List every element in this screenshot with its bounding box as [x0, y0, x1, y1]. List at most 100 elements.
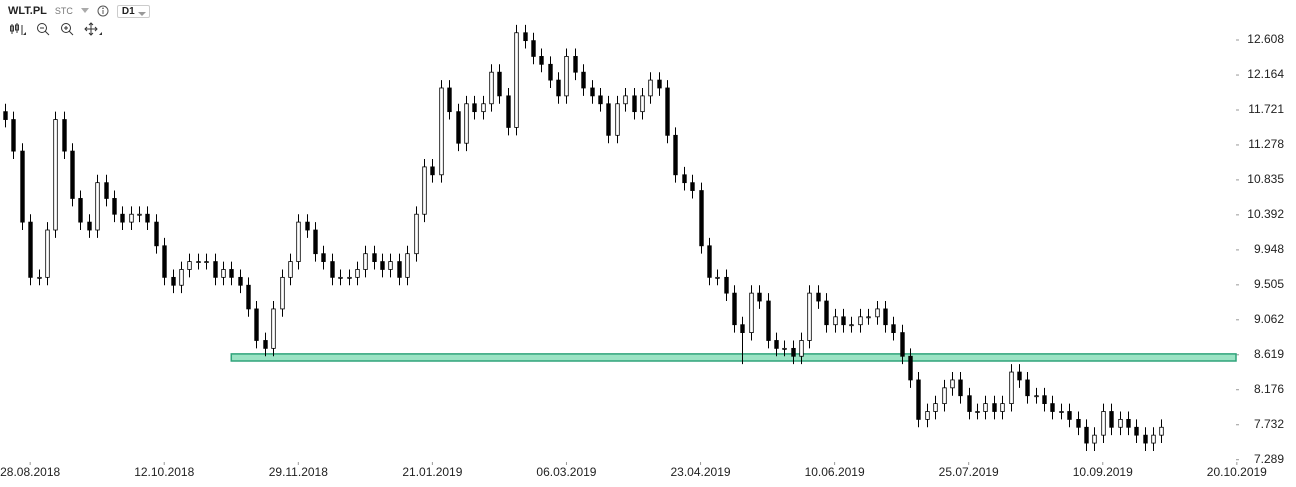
candle-body — [196, 261, 201, 263]
candle — [1101, 403, 1106, 444]
candle — [598, 87, 603, 112]
candle — [665, 80, 670, 144]
candle-body — [456, 111, 461, 144]
candle — [271, 301, 276, 357]
candle-body — [556, 79, 561, 97]
candle-body — [891, 324, 896, 333]
candle-body — [958, 379, 963, 397]
candle-body — [1067, 411, 1072, 420]
pan-tool[interactable] — [84, 22, 102, 36]
candle-body — [1009, 371, 1014, 405]
x-tick-label: 21.01.2019 — [402, 465, 462, 479]
candle — [62, 111, 67, 159]
candle-body — [321, 253, 326, 262]
candle-body — [53, 119, 58, 231]
candle — [782, 340, 787, 357]
candle-body — [690, 182, 695, 191]
candle — [1084, 419, 1089, 451]
candle — [858, 308, 863, 333]
zoom-out-tool[interactable] — [37, 23, 50, 36]
candle — [514, 24, 519, 136]
candle-body — [221, 269, 226, 278]
candle-body — [45, 229, 50, 278]
candle — [1000, 395, 1005, 420]
candle — [766, 293, 771, 349]
candle — [213, 253, 218, 286]
candle — [3, 103, 8, 128]
y-tick-label: 9.948 — [1254, 242, 1284, 256]
candle-body — [305, 221, 310, 231]
candle — [321, 245, 326, 270]
candle — [606, 95, 611, 144]
candle — [749, 285, 754, 341]
candle-body — [967, 395, 972, 412]
candle — [1092, 427, 1097, 451]
candle-body — [950, 379, 955, 389]
candle — [556, 72, 561, 104]
candle-body — [1151, 434, 1156, 444]
candle-body — [204, 261, 209, 263]
candle-body — [648, 79, 653, 97]
candle — [187, 253, 192, 278]
candle — [900, 324, 905, 365]
candle-body — [732, 292, 737, 326]
candle-body — [1143, 434, 1148, 444]
candle-body — [87, 221, 92, 231]
candle — [732, 285, 737, 333]
candle — [112, 190, 117, 223]
timeframe[interactable]: D1 — [116, 4, 150, 18]
candle-body — [824, 300, 829, 326]
x-tick-label: 23.04.2019 — [671, 465, 731, 479]
candle — [481, 95, 486, 120]
candle-body — [1109, 411, 1114, 428]
candle-body — [62, 119, 67, 152]
candle-body — [875, 308, 880, 318]
candle — [1143, 427, 1148, 451]
candle — [447, 80, 452, 120]
chart-type-tool[interactable] — [10, 23, 27, 35]
candle-body — [481, 103, 486, 113]
candle-body — [1134, 426, 1139, 436]
candle — [1151, 427, 1156, 451]
candle-body — [699, 190, 704, 247]
candle — [196, 253, 201, 270]
candle — [472, 95, 477, 120]
candle-body — [799, 340, 804, 357]
source[interactable]: STC — [54, 6, 73, 16]
candle-body — [95, 182, 100, 231]
candle — [422, 158, 427, 223]
candle-body — [908, 355, 913, 381]
symbol[interactable]: WLT.PL — [8, 5, 47, 17]
info-icon[interactable] — [97, 5, 109, 17]
candle-body — [1076, 418, 1081, 428]
candle — [137, 206, 142, 223]
source-dropdown[interactable] — [80, 8, 89, 14]
candle — [632, 87, 637, 120]
candle-body — [925, 411, 930, 420]
candle — [816, 285, 821, 309]
candle-body — [766, 300, 771, 341]
candle-body — [238, 276, 243, 286]
candle — [305, 214, 310, 238]
candle — [70, 143, 75, 207]
candle-body — [816, 292, 821, 302]
candle-body — [782, 347, 787, 350]
candle-body — [598, 95, 603, 105]
candle-body — [590, 87, 595, 97]
candle-body — [229, 269, 234, 278]
zoom-in-tool[interactable] — [61, 23, 74, 36]
candle-body — [280, 276, 285, 310]
candle — [1126, 411, 1131, 436]
candle-body — [70, 150, 75, 199]
candle-body — [1025, 379, 1030, 397]
candle-body — [112, 198, 117, 215]
candle-body — [296, 221, 301, 262]
candle — [673, 127, 678, 183]
candle-body — [405, 253, 410, 278]
candle — [497, 64, 502, 104]
x-tick-label: 12.10.2018 — [134, 465, 194, 479]
candle-body — [388, 261, 393, 270]
candle — [791, 340, 796, 365]
x-tick-label: 10.09.2019 — [1073, 465, 1133, 479]
candle — [28, 214, 33, 286]
